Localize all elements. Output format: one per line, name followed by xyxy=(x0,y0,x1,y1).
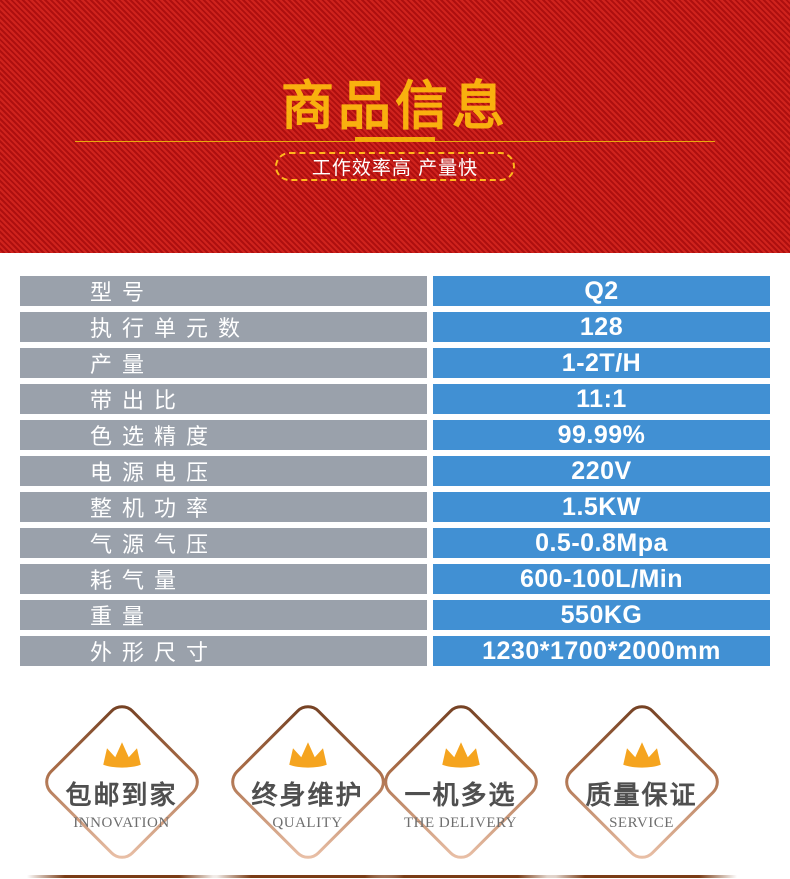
table-row: 执行单元数 128 xyxy=(20,312,770,342)
badge-subtitle: INNOVATION xyxy=(73,815,170,831)
badge-subtitle: QUALITY xyxy=(272,815,343,831)
crown-icon xyxy=(102,742,141,768)
table-row: 外形尺寸 1230*1700*2000mm xyxy=(20,636,770,666)
spec-value: 99.99% xyxy=(433,420,770,450)
badge-lifetime-maintenance: 终身维护 QUALITY xyxy=(224,698,391,865)
table-row: 重量 550KG xyxy=(20,600,770,630)
badge-title: 包邮到家 xyxy=(65,780,178,810)
spec-label: 带出比 xyxy=(20,384,427,414)
table-row: 带出比 11:1 xyxy=(20,384,770,414)
spec-value: Q2 xyxy=(433,276,770,306)
table-row: 产量 1-2T/H xyxy=(20,348,770,378)
page-title: 商品信息 xyxy=(281,77,509,136)
spec-label: 外形尺寸 xyxy=(20,636,427,666)
spec-value: 550KG xyxy=(433,600,770,630)
divider-center-bar xyxy=(355,137,435,142)
spec-label: 重量 xyxy=(20,600,427,630)
badge-subtitle: THE DELIVERY xyxy=(403,815,518,831)
spec-table: 型号 Q2 执行单元数 128 产量 1-2T/H 带出比 11:1 色选精度 … xyxy=(0,253,790,666)
badge-title: 终身维护 xyxy=(251,780,364,810)
spec-value: 0.5-0.8Mpa xyxy=(433,528,770,558)
table-row: 整机功率 1.5KW xyxy=(20,492,770,522)
spec-value: 1230*1700*2000mm xyxy=(433,636,770,666)
spec-value: 220V xyxy=(433,456,770,486)
badge-title: 一机多选 xyxy=(404,780,517,810)
spec-label: 型号 xyxy=(20,276,427,306)
badge-multi-choice: 一机多选 THE DELIVERY xyxy=(377,698,544,865)
subtitle-text: 工作效率高 产量快 xyxy=(311,158,479,179)
badge-free-shipping: 包邮到家 INNOVATION xyxy=(38,698,205,865)
table-row: 气源气压 0.5-0.8Mpa xyxy=(20,528,770,558)
crown-icon xyxy=(288,742,327,768)
spec-label: 气源气压 xyxy=(20,528,427,558)
spec-value: 600-100L/Min xyxy=(433,564,770,594)
badge-title: 质量保证 xyxy=(585,780,698,810)
table-row: 耗气量 600-100L/Min xyxy=(20,564,770,594)
table-row: 型号 Q2 xyxy=(20,276,770,306)
spec-value: 1-2T/H xyxy=(433,348,770,378)
spec-value: 11:1 xyxy=(433,384,770,414)
spec-label: 电源电压 xyxy=(20,456,427,486)
badge-subtitle: SERVICE xyxy=(609,815,674,831)
spec-label: 执行单元数 xyxy=(20,312,427,342)
spec-value: 1.5KW xyxy=(433,492,770,522)
subtitle-badge: 工作效率高 产量快 xyxy=(275,152,515,181)
crown-icon xyxy=(622,742,661,768)
table-row: 色选精度 99.99% xyxy=(20,420,770,450)
spec-label: 耗气量 xyxy=(20,564,427,594)
feature-badges: 包邮到家 INNOVATION 终身维护 QUALITY 一机多选 THE DE… xyxy=(0,672,790,879)
table-row: 电源电压 220V xyxy=(20,456,770,486)
crown-icon xyxy=(441,742,480,768)
badge-quality-guarantee: 质量保证 SERVICE xyxy=(558,698,725,865)
ground-line xyxy=(366,875,556,878)
spec-value: 128 xyxy=(433,312,770,342)
spec-label: 色选精度 xyxy=(20,420,427,450)
spec-label: 整机功率 xyxy=(20,492,427,522)
ground-line xyxy=(27,875,217,878)
spec-label: 产量 xyxy=(20,348,427,378)
product-info-header: 商品信息 工作效率高 产量快 xyxy=(0,0,790,253)
ground-line xyxy=(547,875,737,878)
